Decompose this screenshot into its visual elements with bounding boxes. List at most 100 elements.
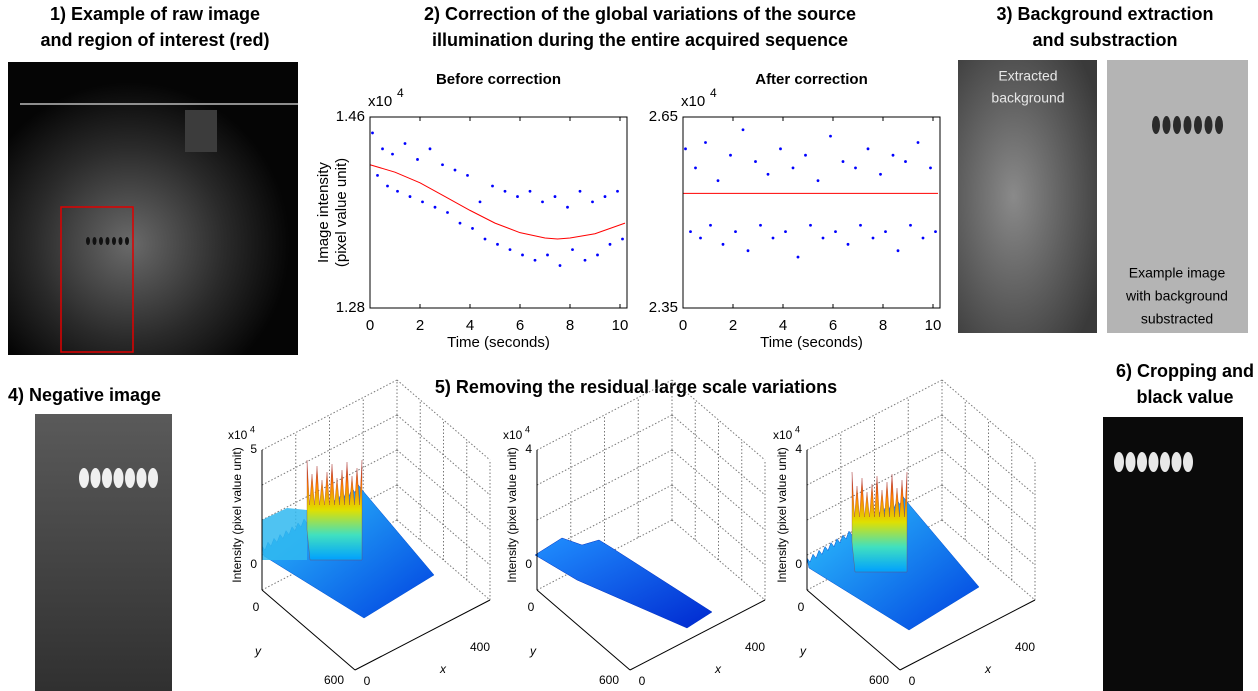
- image-label: Extracted: [998, 68, 1057, 84]
- surface: [306, 459, 363, 561]
- y-tick-label: 1.28: [336, 299, 365, 316]
- grid-line: [261, 449, 398, 521]
- data-point: [386, 184, 389, 188]
- data-point: [854, 166, 857, 170]
- x-tick-label: 8: [879, 317, 887, 334]
- fit-line: [369, 164, 626, 240]
- data-point: [603, 195, 607, 198]
- data-point: [558, 264, 562, 267]
- axis-multiplier: x10: [228, 428, 248, 442]
- data-point: [809, 223, 812, 227]
- band: [125, 237, 129, 245]
- band: [1125, 452, 1136, 472]
- data-point: [433, 205, 437, 209]
- data-point: [408, 195, 412, 198]
- band: [1160, 452, 1170, 472]
- data-point: [403, 142, 407, 145]
- panel-title: 5) Removing the residual large scale var…: [435, 377, 837, 397]
- data-point: [699, 236, 702, 240]
- band: [112, 237, 116, 245]
- x-tick-label: 2: [416, 317, 424, 334]
- x-tick-label: 2: [729, 317, 737, 334]
- axis-multiplier: x10: [681, 93, 705, 110]
- data-point: [746, 249, 750, 253]
- data-point: [528, 189, 532, 193]
- band: [1173, 116, 1181, 134]
- image-bands: [86, 237, 129, 245]
- data-point: [496, 242, 499, 246]
- chart-title: Before correction: [436, 71, 561, 88]
- z-axis-label: Intensity (pixel value unit): [775, 447, 789, 582]
- band: [1183, 452, 1193, 472]
- data-point: [734, 230, 737, 234]
- data-point: [376, 173, 379, 177]
- data-point: [453, 168, 457, 172]
- grid-line: [806, 484, 943, 556]
- data-point: [391, 152, 394, 156]
- grid-line: [941, 484, 1036, 566]
- data-point: [608, 242, 612, 246]
- data-point: [909, 223, 912, 227]
- data-point: [796, 255, 800, 259]
- band: [1137, 452, 1147, 472]
- data-point: [841, 160, 845, 163]
- axis-multiplier: x10: [368, 93, 392, 110]
- data-point: [428, 147, 432, 151]
- data-point: [546, 253, 549, 257]
- x-tick-label: 400: [470, 640, 490, 654]
- image-bands: [1114, 452, 1193, 472]
- z-tick-label: 4: [795, 442, 802, 456]
- grid-line: [671, 449, 766, 531]
- image-label: with background: [1125, 288, 1228, 304]
- band: [79, 468, 89, 488]
- axis-multiplier-exp: 4: [525, 424, 530, 434]
- panel-title: 4) Negative image: [8, 385, 161, 405]
- band: [136, 468, 147, 488]
- data-point: [689, 230, 692, 234]
- box-edge: [671, 379, 766, 461]
- data-point: [709, 223, 712, 227]
- band: [1148, 452, 1159, 472]
- y-axis: [536, 589, 631, 671]
- data-point: [829, 134, 832, 138]
- data-point: [396, 189, 399, 193]
- band: [118, 237, 123, 245]
- grid-line: [536, 449, 673, 521]
- data-point: [846, 242, 850, 246]
- data-point: [729, 153, 732, 157]
- image-label: substracted: [1141, 311, 1213, 327]
- data-point: [503, 189, 507, 193]
- panel-title: 2) Correction of the global variations o…: [424, 4, 856, 24]
- grid-line: [671, 414, 766, 496]
- band: [1114, 452, 1124, 472]
- box-edge: [396, 519, 491, 601]
- surface-plot: x10 4 5 0 Intensity (pixel value unit) 0 600 y 0…: [228, 379, 491, 688]
- x-axis-label: x: [439, 662, 447, 676]
- panel-title: and substraction: [1032, 30, 1177, 50]
- data-point: [759, 223, 762, 227]
- band: [1194, 116, 1202, 134]
- data-point: [684, 147, 687, 151]
- panel-title: black value: [1136, 387, 1233, 407]
- box-edge: [941, 379, 1036, 461]
- band: [105, 237, 110, 245]
- data-point: [421, 200, 424, 204]
- data-point: [571, 248, 574, 252]
- grid-line: [396, 484, 491, 566]
- band: [102, 468, 112, 488]
- y-tick-label: 2.65: [649, 108, 678, 125]
- box-edge: [806, 379, 943, 451]
- data-point: [416, 158, 419, 161]
- plot-frame: [682, 116, 941, 309]
- x-tick-label: 4: [779, 317, 787, 334]
- z-tick-label: 4: [525, 442, 532, 456]
- band: [1171, 452, 1182, 472]
- data-point: [916, 141, 920, 144]
- data-point: [791, 166, 795, 170]
- x-tick-label: 400: [745, 640, 765, 654]
- y-axis-label: y: [799, 644, 807, 658]
- x-tick-label: 6: [829, 317, 837, 334]
- axis-multiplier-exp: 4: [710, 86, 717, 100]
- x-tick-label: 8: [566, 317, 574, 334]
